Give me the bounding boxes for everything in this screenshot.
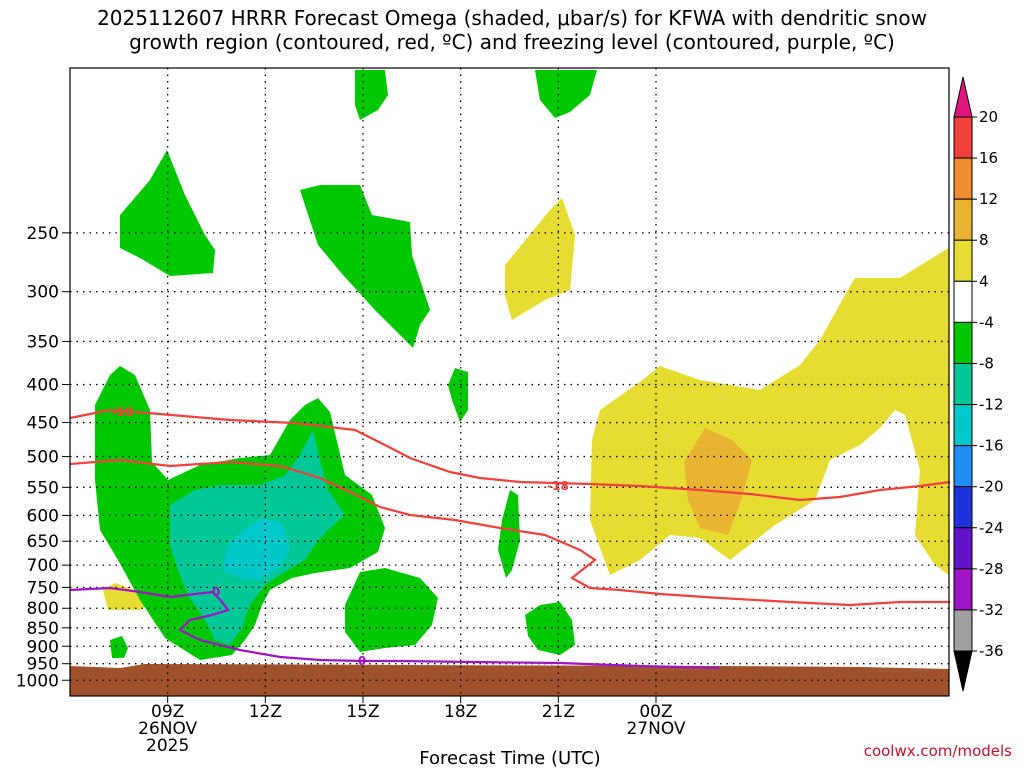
colorbar-swatch (953, 280, 973, 323)
omega-shade-m8-m4 (120, 150, 215, 276)
colorbar-swatch (953, 568, 973, 611)
y-tick-label: 500 (27, 448, 59, 468)
x-tick-label: 09Z (151, 702, 184, 722)
plot-frame (69, 67, 950, 697)
omega-shade-m8-m4 (525, 602, 575, 655)
y-tick-label: 450 (27, 414, 59, 434)
colorbar-label: -20 (979, 478, 1004, 496)
colorbar-label: -32 (979, 601, 1004, 619)
y-tick-label: 700 (27, 556, 59, 576)
colorbar-swatch (953, 239, 973, 282)
x-tick-label: 12Z (249, 702, 282, 722)
colorbar-swatch (953, 404, 973, 447)
x-tick-label: 21Z (542, 702, 575, 722)
x-tick-label: 27NOV (626, 719, 685, 739)
colorbar-label: -12 (979, 396, 1004, 414)
contour-label-freezing-level: 0 (358, 654, 366, 668)
x-tick-label: 15Z (346, 702, 379, 722)
omega-shade-m8-m4 (448, 368, 468, 422)
colorbar-label: 20 (979, 108, 998, 126)
dendritic-top-contour (69, 408, 951, 502)
dendritic-bottom-contour (69, 458, 950, 607)
y-tick-label: 300 (27, 283, 59, 303)
y-tick-label: 900 (27, 637, 59, 657)
contour-label-dendritic-top: -18 (111, 405, 133, 419)
y-tick-label: 1000 (16, 671, 59, 691)
colorbar-swatch (953, 321, 973, 364)
colorbar-bottom-triangle (953, 650, 973, 692)
colorbar-label: -8 (979, 354, 994, 372)
y-tick-label: 950 (27, 655, 59, 675)
omega-shade-m8-m4 (535, 70, 597, 118)
contour-label-dendritic-bottom: -18 (547, 479, 569, 493)
colorbar-swatch (953, 445, 973, 488)
contour-label-freezing-level: 0 (212, 585, 220, 599)
freezing-level-contour (69, 586, 721, 670)
x-axis-title: Forecast Time (UTC) (419, 748, 600, 768)
colorbar-label: 16 (979, 149, 998, 167)
omega-shade-4-8 (590, 247, 949, 576)
omega-shade-m8-m4 (345, 568, 438, 652)
chart-title-line-2: growth region (contoured, red, ºC) and f… (129, 30, 895, 54)
chart-title-line-1: 2025112607 HRRR Forecast Omega (shaded, … (97, 6, 927, 30)
colorbar-label: 12 (979, 190, 998, 208)
colorbar-label: -36 (979, 642, 1004, 660)
x-tick-label: 00Z (639, 702, 672, 722)
y-tick-label: 600 (27, 506, 59, 526)
omega-shade-m8-m4 (300, 185, 430, 348)
colorbar-swatch (953, 362, 973, 406)
omega-shade-m8-m4 (110, 636, 128, 658)
y-tick-label: 750 (27, 578, 59, 598)
y-tick-label: 400 (27, 376, 59, 396)
x-tick-label: 18Z (444, 702, 477, 722)
colorbar-label: 4 (979, 272, 989, 290)
colorbar-top-triangle (953, 76, 973, 118)
grid-lines (70, 68, 949, 696)
y-tick-label: 250 (27, 224, 59, 244)
omega-shade-m8-m4 (355, 70, 388, 120)
colorbar-label: -28 (979, 560, 1004, 578)
colorbar-label: -24 (979, 519, 1004, 537)
x-tick-label: 2025 (146, 736, 189, 756)
colorbar-label: -16 (979, 437, 1004, 455)
y-tick-label: 800 (27, 599, 59, 619)
omega-shade-4-8 (103, 583, 150, 610)
ground-below-surface (70, 664, 949, 696)
colorbar-swatch (953, 157, 973, 200)
colorbar-label: 8 (979, 231, 989, 249)
shaded-fields (70, 70, 949, 696)
colorbar: 20 16 12 8 4 -4 -8 -12 -16 -20 -24 -28 -32 -36 (953, 76, 1004, 692)
y-tick-label: 650 (27, 532, 59, 552)
credit-text: coolwx.com/models (864, 742, 1012, 760)
y-tick-label: 850 (27, 619, 59, 639)
y-tick-label: 350 (27, 332, 59, 352)
colorbar-swatch (953, 116, 973, 159)
colorbar-swatch (953, 527, 973, 570)
colorbar-swatch (953, 198, 973, 241)
colorbar-label: -4 (979, 313, 994, 331)
x-tick-label: 26NOV (138, 719, 197, 739)
colorbar-swatch (953, 609, 973, 652)
omega-shade-4-8 (505, 198, 575, 320)
chart-title: 2025112607 HRRR Forecast Omega (shaded, … (0, 6, 1024, 54)
y-tick-label: 550 (27, 478, 59, 498)
colorbar-swatch (953, 486, 973, 529)
omega-shade-m8-m4 (498, 490, 520, 578)
y-axis: 2503003504004505005506006507007508008509… (16, 224, 70, 691)
omega-shade-8-12 (684, 428, 752, 535)
